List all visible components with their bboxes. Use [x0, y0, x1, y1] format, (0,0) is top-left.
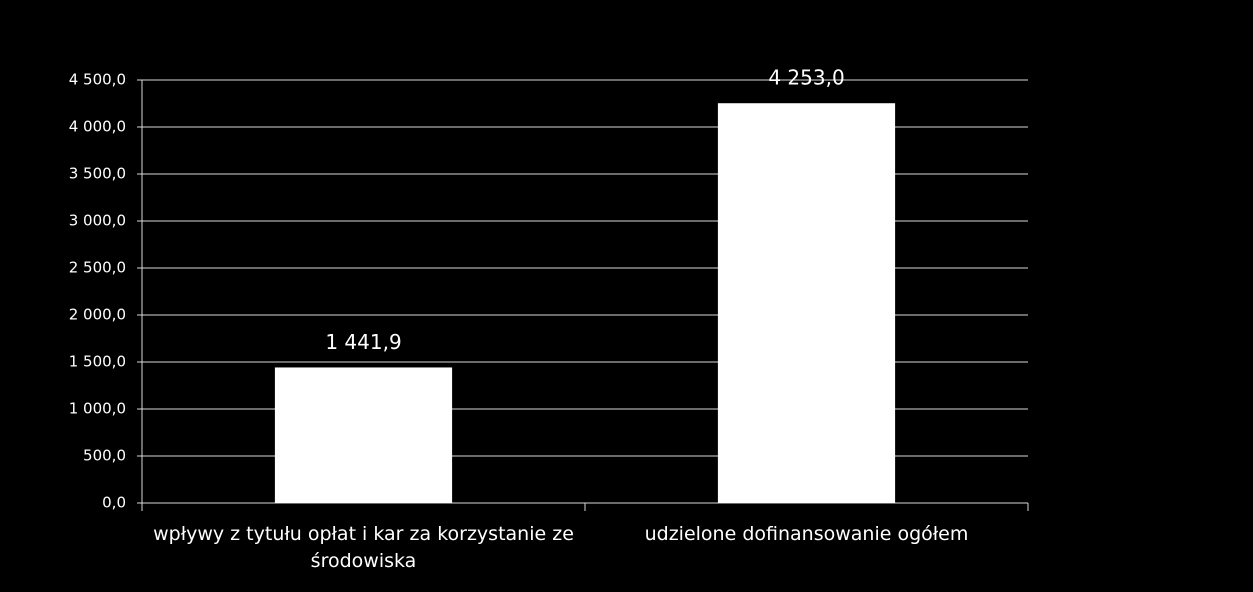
y-tick-label: 500,0 [83, 447, 126, 465]
y-tick-label: 3 500,0 [69, 165, 126, 183]
x-tick-label-box: udzielone dofinansowanie ogółem [644, 523, 969, 545]
x-tick-label-box: wpływy z tytułu opłat i kar za korzystan… [153, 523, 574, 572]
y-tick-label: 1 500,0 [69, 353, 126, 371]
y-tick-label: 2 500,0 [69, 259, 126, 277]
y-tick-label: 3 000,0 [69, 212, 126, 230]
y-tick-label: 2 000,0 [69, 306, 126, 324]
y-tick-label: 1 000,0 [69, 400, 126, 418]
y-tick-label: 4 000,0 [69, 118, 126, 136]
value-label: 4 253,0 [768, 66, 844, 90]
y-tick-label: 0,0 [102, 494, 126, 512]
y-tick-label: 4 500,0 [69, 71, 126, 89]
bar [274, 367, 453, 503]
x-tick-label: wpływy z tytułu opłat i kar za korzystan… [153, 523, 574, 572]
value-label: 1 441,9 [325, 330, 401, 354]
bar [717, 103, 896, 503]
x-tick-label: udzielone dofinansowanie ogółem [644, 523, 969, 545]
